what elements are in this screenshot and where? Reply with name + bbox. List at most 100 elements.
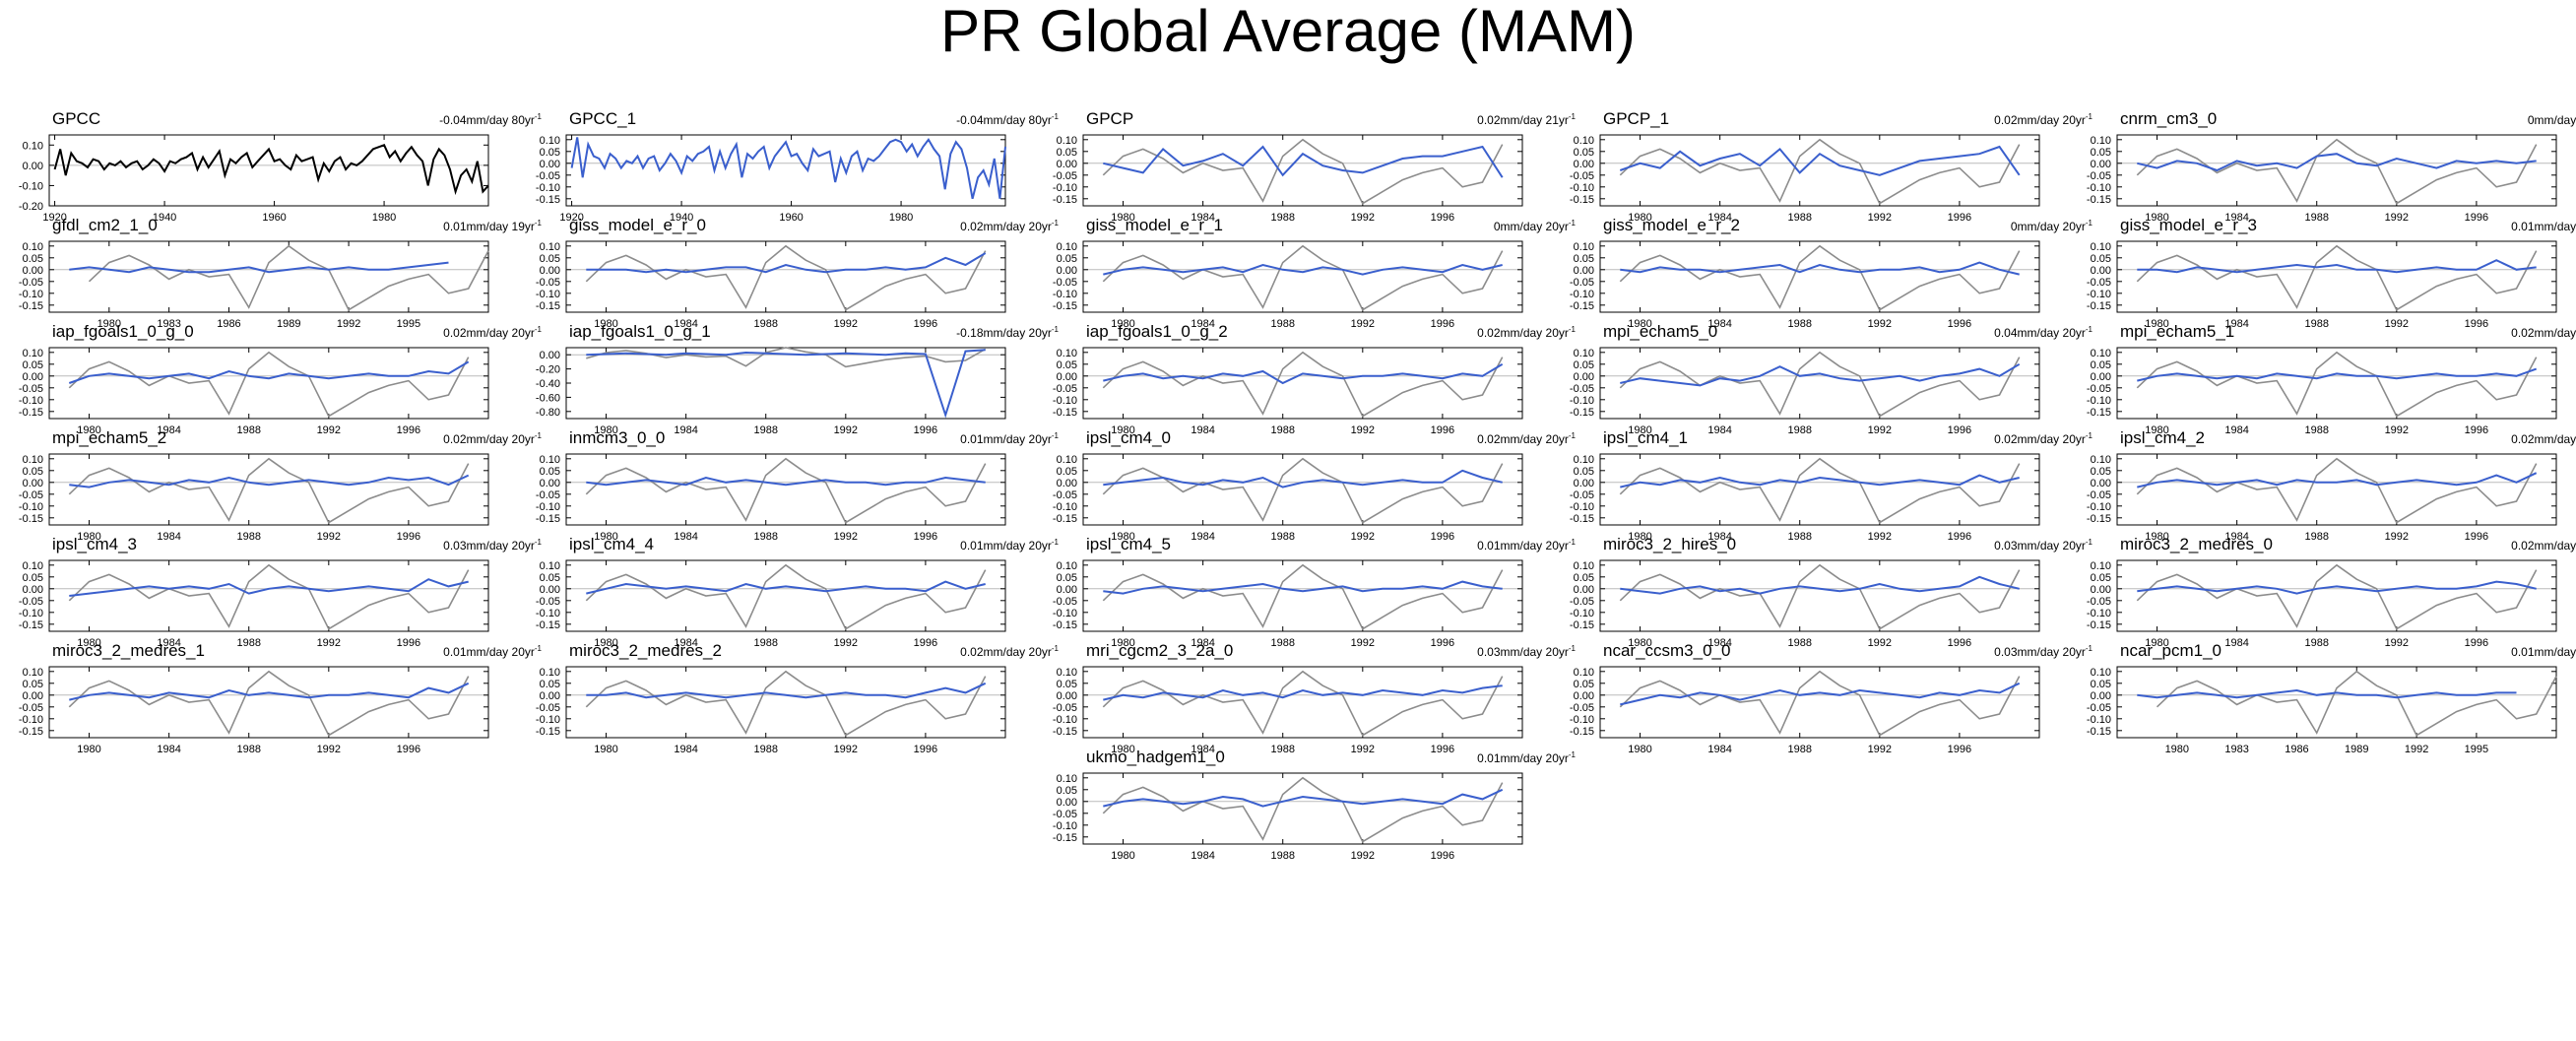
- chart-panel: mpi_echam5_0 0.04mm/day 20yr-1 0.10 0.05 0.0…: [1570, 322, 2093, 436]
- y-tick-label: 0.05: [23, 253, 43, 265]
- x-tick-label: 1984: [157, 531, 180, 543]
- y-tick-label: 0.05: [1057, 572, 1077, 584]
- y-tick-label: 0.00: [1057, 159, 1077, 170]
- chart-panel-title: iap_fgoals1_0_g_1: [569, 322, 711, 341]
- plot-frame: [1082, 666, 1523, 739]
- trend-label: 0.01mm/day 20yr-1: [443, 644, 542, 659]
- x-tick-label: 1984: [1191, 424, 1214, 436]
- plot-frame: [565, 347, 1006, 420]
- x-tick-label: 1992: [1868, 424, 1892, 436]
- plot-frame: [1082, 347, 1523, 420]
- chart-panel-title: ipsl_cm4_0: [1086, 428, 1171, 447]
- y-tick-label: -0.05: [1053, 383, 1077, 395]
- series-line: [68, 360, 470, 384]
- x-tick-label: 1980: [1628, 424, 1651, 436]
- y-tick-label: -0.10: [1053, 714, 1077, 726]
- x-tick-label: 1996: [1431, 212, 1454, 224]
- x-tick-label: 1980: [1111, 744, 1134, 755]
- trend-exponent: -1: [1568, 538, 1576, 547]
- y-tick-label: 0.10: [23, 348, 43, 359]
- y-tick-label: 0.10: [540, 667, 560, 679]
- series-line: [2137, 259, 2537, 274]
- y-tick-label: -0.15: [19, 619, 43, 631]
- x-tick-label: 1983: [2224, 744, 2248, 755]
- trend-label: 0.03mm/day 20yr-1: [1994, 644, 2093, 659]
- reference-line: [2136, 138, 2538, 205]
- x-tick-label: 1984: [1191, 744, 1214, 755]
- y-tick-label: -0.10: [536, 608, 560, 619]
- chart-panel-title: inmcm3_0_0: [569, 428, 666, 447]
- y-tick-label: 0.10: [2091, 135, 2111, 147]
- x-tick-label: 1988: [2304, 424, 2328, 436]
- y-tick-label: -0.05: [1570, 702, 1594, 714]
- series-line: [2137, 580, 2537, 595]
- x-tick-label: 1995: [2465, 744, 2488, 755]
- reference-line: [68, 351, 470, 418]
- chart-plot: 0.100.050.00-0.05-0.10-0.15 1980 1984 1988 1…: [536, 666, 1006, 755]
- chart-panel: giss_model_e_r_0 0.02mm/day 20yr-1 0.10 0.0…: [536, 216, 1059, 330]
- x-tick-label: 1988: [753, 637, 777, 649]
- y-tick-label: -0.40: [536, 378, 560, 390]
- x-tick-label: 1988: [236, 637, 260, 649]
- y-tick-label: -0.10: [19, 289, 43, 300]
- y-tick-label: -0.05: [536, 170, 560, 182]
- y-tick-label: -0.10: [19, 608, 43, 619]
- trend-exponent: -1: [1051, 538, 1059, 547]
- y-tick-label: -0.10: [2087, 182, 2111, 194]
- trend-label: 0.01mm/day 20yr-1: [1477, 538, 1576, 553]
- plot-frame: [565, 134, 1006, 207]
- chart-panel-title: GPCC_1: [569, 109, 637, 128]
- trend-value: 0.02mm/day 20yr: [960, 220, 1052, 233]
- y-tick-label: -0.10: [2087, 395, 2111, 407]
- x-tick-label: 1920: [42, 212, 66, 224]
- chart-plot: 0.100.050.00-0.05-0.10-0.15 1980 1984 1988 1…: [1053, 453, 1523, 543]
- y-tick-label: 0.10: [1057, 560, 1077, 572]
- trend-label: 0mm/day 20yr-1: [2011, 219, 2093, 233]
- chart-panel: iap_fgoals1_0_g_2 0.02mm/day 20yr-1 0.10 0.…: [1053, 322, 1576, 436]
- chart-panel-title: giss_model_e_r_3: [2120, 216, 2257, 234]
- x-tick-label: 1980: [77, 637, 100, 649]
- plot-frame: [2116, 134, 2557, 207]
- y-tick-label: 0.00: [1057, 265, 1077, 277]
- plot-frame: [1599, 453, 2040, 526]
- chart-panel: GPCC_1 -0.04mm/day 80yr-1 0.10 0.05 0.00 -0.0…: [536, 109, 1059, 224]
- x-tick-label: 1984: [674, 744, 697, 755]
- chart-plot: 0.100.050.00-0.05-0.10-0.15 1980 1984 1988 1…: [536, 240, 1006, 330]
- y-tick-label: -0.80: [536, 407, 560, 419]
- chart-plot: 0.100.050.00-0.05-0.10-0.15 1980 1983 1986 1…: [2087, 666, 2557, 755]
- x-tick-label: 1960: [262, 212, 286, 224]
- chart-plot: 0.100.050.00-0.05-0.10-0.15 1980 1984 1988 1…: [19, 453, 489, 543]
- x-tick-label: 1980: [2145, 424, 2168, 436]
- chart-panel-title: miroc3_2_medres_0: [2120, 535, 2273, 553]
- plot-frame: [2116, 453, 2557, 526]
- x-tick-label: 1992: [1351, 212, 1375, 224]
- x-tick-label: 1988: [753, 531, 777, 543]
- chart-panel: giss_model_e_r_2 0mm/day 20yr-1 0.10 0.05 0.…: [1570, 216, 2093, 330]
- x-tick-label: 1984: [1191, 531, 1214, 543]
- trend-exponent: -1: [534, 644, 542, 653]
- y-tick-label: 0.00: [540, 584, 560, 596]
- chart-plot: 0.100.050.00-0.05-0.10-0.15 1980 1984 1988 1…: [1570, 240, 2040, 330]
- series-line: [1620, 575, 2020, 595]
- y-tick-label: -0.10: [1053, 501, 1077, 513]
- series-line: [1103, 263, 1503, 276]
- y-tick-label: 0.05: [1574, 679, 1594, 690]
- x-tick-label: 1984: [2224, 531, 2248, 543]
- y-tick-label: 0.10: [2091, 667, 2111, 679]
- x-tick-label: 1996: [2465, 637, 2488, 649]
- y-tick-label: -0.15: [536, 300, 560, 312]
- chart-plot: 0.100.050.00-0.05-0.10-0.15 1980 1984 1988 1…: [1570, 453, 2040, 543]
- reference-line: [1102, 776, 1504, 843]
- y-tick-label: -0.05: [1053, 277, 1077, 289]
- y-tick-label: -0.10: [19, 501, 43, 513]
- reference-line: [1102, 138, 1504, 205]
- x-tick-label: 1992: [317, 531, 341, 543]
- y-tick-label: -0.05: [536, 489, 560, 501]
- y-tick-label: 0.10: [1057, 135, 1077, 147]
- y-tick-label: 0.05: [1574, 466, 1594, 478]
- y-tick-label: -0.15: [1053, 407, 1077, 419]
- reference-line: [68, 563, 470, 630]
- reference-line: [1102, 457, 1504, 524]
- series-line: [69, 578, 469, 597]
- y-tick-label: 0.05: [540, 147, 560, 159]
